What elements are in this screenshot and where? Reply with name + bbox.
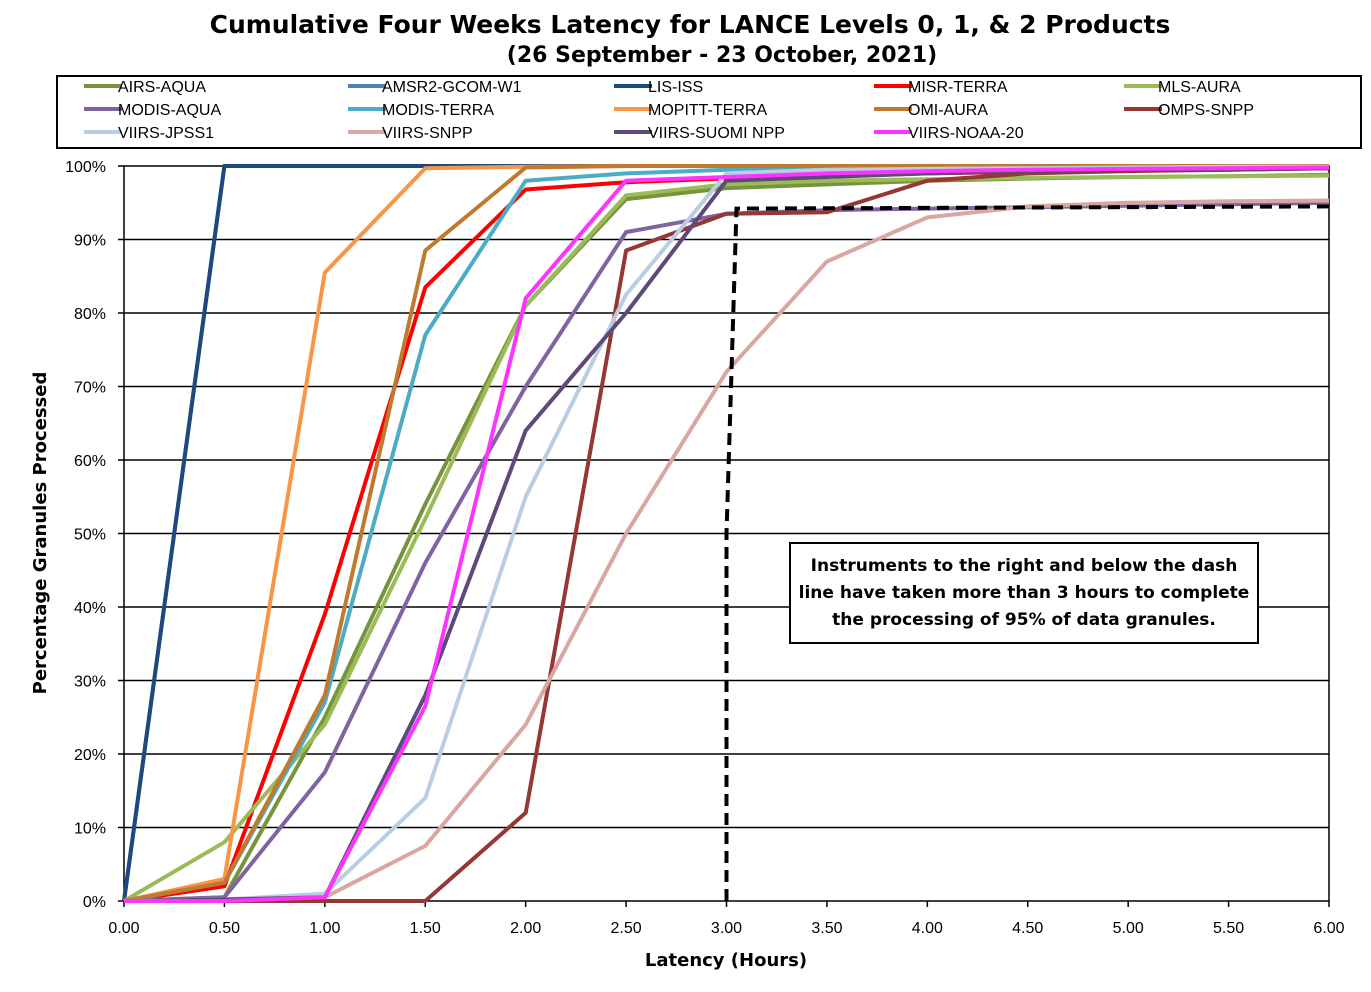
y-tick-label: 90% [74,233,106,250]
legend-label-misr-terra: MISR-TERRA [908,79,1008,96]
y-tick-label: 60% [74,453,106,470]
legend-label-viirs-noaa-20: VIIRS-NOAA-20 [908,125,1024,142]
chart-title: Cumulative Four Weeks Latency for LANCE … [210,10,1171,39]
y-tick-label: 70% [74,380,106,397]
x-tick-label: 4.00 [912,920,943,937]
legend-label-mls-aura: MLS-AURA [1158,79,1241,96]
legend-label-mopitt-terra: MOPITT-TERRA [648,102,767,119]
legend-label-lis-iss: LIS-ISS [648,79,703,96]
x-tick-label: 4.50 [1012,920,1043,937]
series-line-mls-aura [122,173,1330,903]
annotation-line-2: line have taken more than 3 hours to com… [799,583,1250,603]
legend-label-modis-terra: MODIS-TERRA [382,102,494,119]
legend-label-omps-snpp: OMPS-SNPP [1158,102,1254,119]
y-axis-ticks: 0% 10% 20% 30% 40% 50% 60% 70% 80% 90% 100% [65,159,124,911]
x-tick-label: 1.00 [309,920,340,937]
legend-label-amsr2-gcom-w1: AMSR2-GCOM-W1 [382,79,522,96]
legend: AIRS-AQUA AMSR2-GCOM-W1 LIS-ISS MISR-TERRA M… [84,79,1254,142]
x-tick-label: 3.50 [811,920,842,937]
legend-label-airs-aqua: AIRS-AQUA [118,79,206,96]
x-tick-label: 5.00 [1113,920,1144,937]
y-tick-label: 10% [74,821,106,838]
y-tick-label: 100% [65,159,106,176]
y-axis-label: Percentage Granules Processed [30,372,51,695]
legend-label-viirs-snpp: VIIRS-SNPP [382,125,473,142]
x-tick-label: 3.00 [711,920,742,937]
y-tick-label: 0% [83,894,106,911]
x-tick-label: 5.50 [1213,920,1244,937]
legend-label-viirs-suomi-npp: VIIRS-SUOMI NPP [648,125,785,142]
y-tick-label: 30% [74,674,106,691]
y-tick-label: 20% [74,747,106,764]
series-lines [122,164,1330,903]
y-tick-label: 50% [74,527,106,544]
x-tick-label: 2.50 [611,920,642,937]
y-tick-label: 80% [74,306,106,323]
threshold-dash-line [724,204,1330,901]
x-tick-label: 1.50 [410,920,441,937]
legend-label-viirs-jpss1: VIIRS-JPSS1 [118,125,214,142]
x-tick-label: 2.00 [510,920,541,937]
annotation-line-3: the processing of 95% of data granules. [832,610,1216,630]
legend-label-modis-aqua: MODIS-AQUA [118,102,221,119]
x-axis-ticks: 0.00 0.50 1.00 1.50 2.00 2.50 3.00 3.50 4.00 4.50… [108,901,1345,937]
annotation-box [789,542,1259,644]
x-tick-label: 0.50 [209,920,240,937]
legend-label-omi-aura: OMI-AURA [908,102,988,119]
x-axis-label: Latency (Hours) [645,950,807,971]
x-tick-label: 0.00 [108,920,139,937]
series-line-viirs-noaa-20 [124,165,1330,903]
y-tick-label: 40% [74,600,106,617]
annotation-line-1: Instruments to the right and below the d… [811,556,1238,576]
x-tick-label: 6.00 [1313,920,1344,937]
chart-subtitle: (26 September - 23 October, 2021) [507,43,937,68]
